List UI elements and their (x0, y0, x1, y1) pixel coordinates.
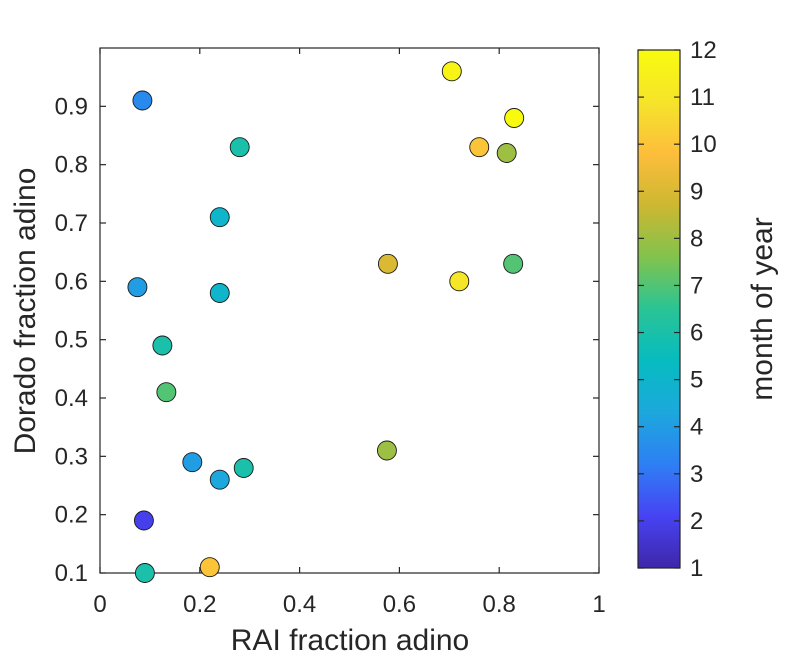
colorbar-tick-label: 5 (690, 367, 703, 394)
data-point (503, 253, 524, 274)
data-point (127, 277, 148, 298)
colorbar-tick-label: 4 (690, 414, 703, 441)
x-tick-label: 0.2 (183, 591, 216, 618)
colorbar-tick-label: 2 (690, 508, 703, 535)
y-tick-label: 0.1 (55, 560, 88, 587)
x-tick-label: 0.8 (483, 591, 516, 618)
data-point (209, 283, 230, 303)
data-point (209, 207, 230, 228)
data-point (469, 137, 490, 158)
y-tick-label: 0.9 (55, 93, 88, 120)
colorbar-tick-label: 6 (690, 320, 703, 347)
data-point (504, 108, 525, 128)
y-axis-label: Dorado fraction adino (9, 168, 42, 455)
colorbar-tick-label: 7 (690, 272, 703, 299)
data-point (377, 253, 398, 274)
data-point (182, 452, 203, 473)
data-point (496, 143, 517, 163)
plot-area (99, 47, 600, 574)
x-axis: 0 0.2 0.4 0.6 0.8 1 (93, 48, 606, 618)
data-point (152, 335, 173, 356)
y-tick-label: 0.7 (55, 210, 88, 237)
y-tick-label: 0.8 (55, 152, 88, 179)
plot-frame (99, 47, 600, 574)
data-point (156, 382, 177, 403)
y-tick-label: 0.2 (55, 502, 88, 529)
x-tick-label: 0.4 (283, 591, 316, 618)
colorbar-tick-label: 11 (690, 84, 715, 111)
x-tick-label: 0 (93, 591, 106, 618)
data-points (127, 61, 525, 583)
data-point (133, 510, 154, 531)
x-tick-label: 0.6 (383, 591, 416, 618)
y-tick-label: 0.6 (55, 268, 88, 295)
data-point (229, 137, 250, 158)
data-point (199, 557, 220, 578)
y-tick-label: 0.3 (55, 443, 88, 470)
y-tick-label: 0.4 (55, 385, 88, 412)
colorbar-tick-label: 9 (690, 178, 703, 205)
colorbar-label: month of year (746, 217, 779, 400)
colorbar-tick-label: 12 (690, 37, 717, 64)
data-point (441, 61, 462, 82)
colorbar-tick-label: 1 (690, 555, 703, 582)
data-point (209, 469, 230, 490)
data-point (132, 90, 153, 111)
data-point (376, 440, 397, 461)
data-point (233, 458, 254, 478)
data-point (449, 271, 470, 292)
y-axis: 0.1 0.2 0.3 0.4 0.5 0.6 0.7 0.8 0.9 (55, 93, 599, 587)
x-tick-label: 1 (592, 591, 605, 618)
colorbar-gradient (637, 49, 681, 569)
y-tick-label: 0.5 (55, 327, 88, 354)
colorbar-tick-label: 3 (690, 461, 703, 488)
data-point (134, 563, 155, 583)
colorbar-tick-label: 8 (690, 225, 703, 252)
colorbar-tick-label: 10 (690, 131, 717, 158)
x-axis-label: RAI fraction adino (231, 624, 469, 657)
